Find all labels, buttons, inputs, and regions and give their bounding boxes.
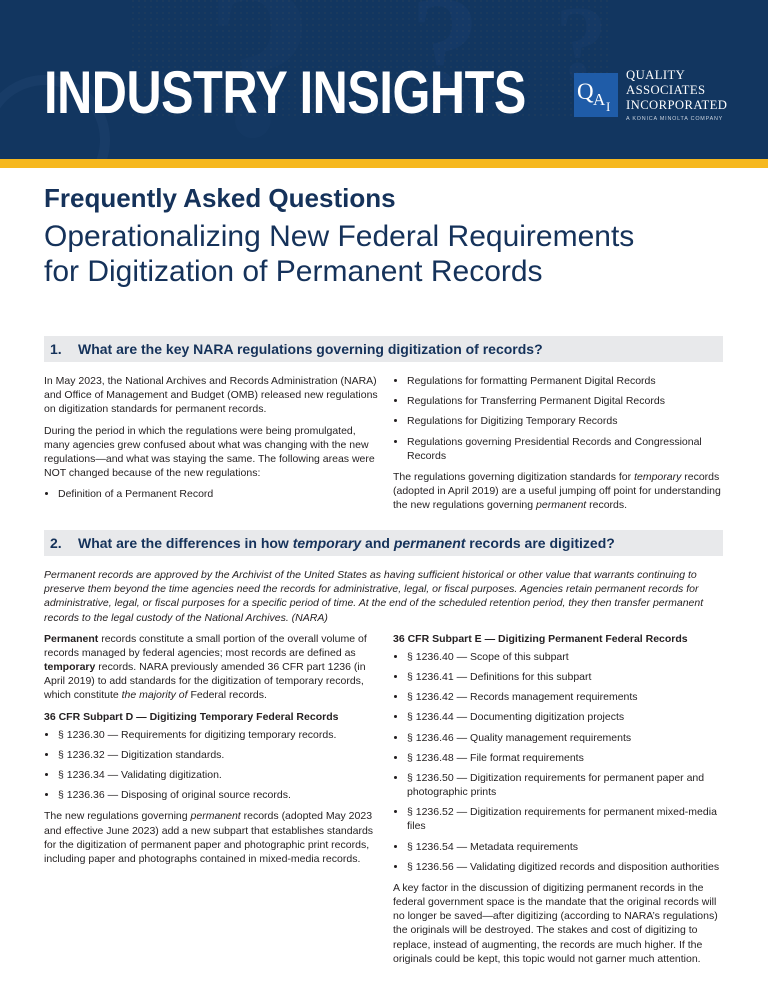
svg-text:I: I — [606, 99, 610, 114]
svg-text:Q: Q — [577, 79, 594, 104]
svg-text:A: A — [593, 90, 606, 109]
